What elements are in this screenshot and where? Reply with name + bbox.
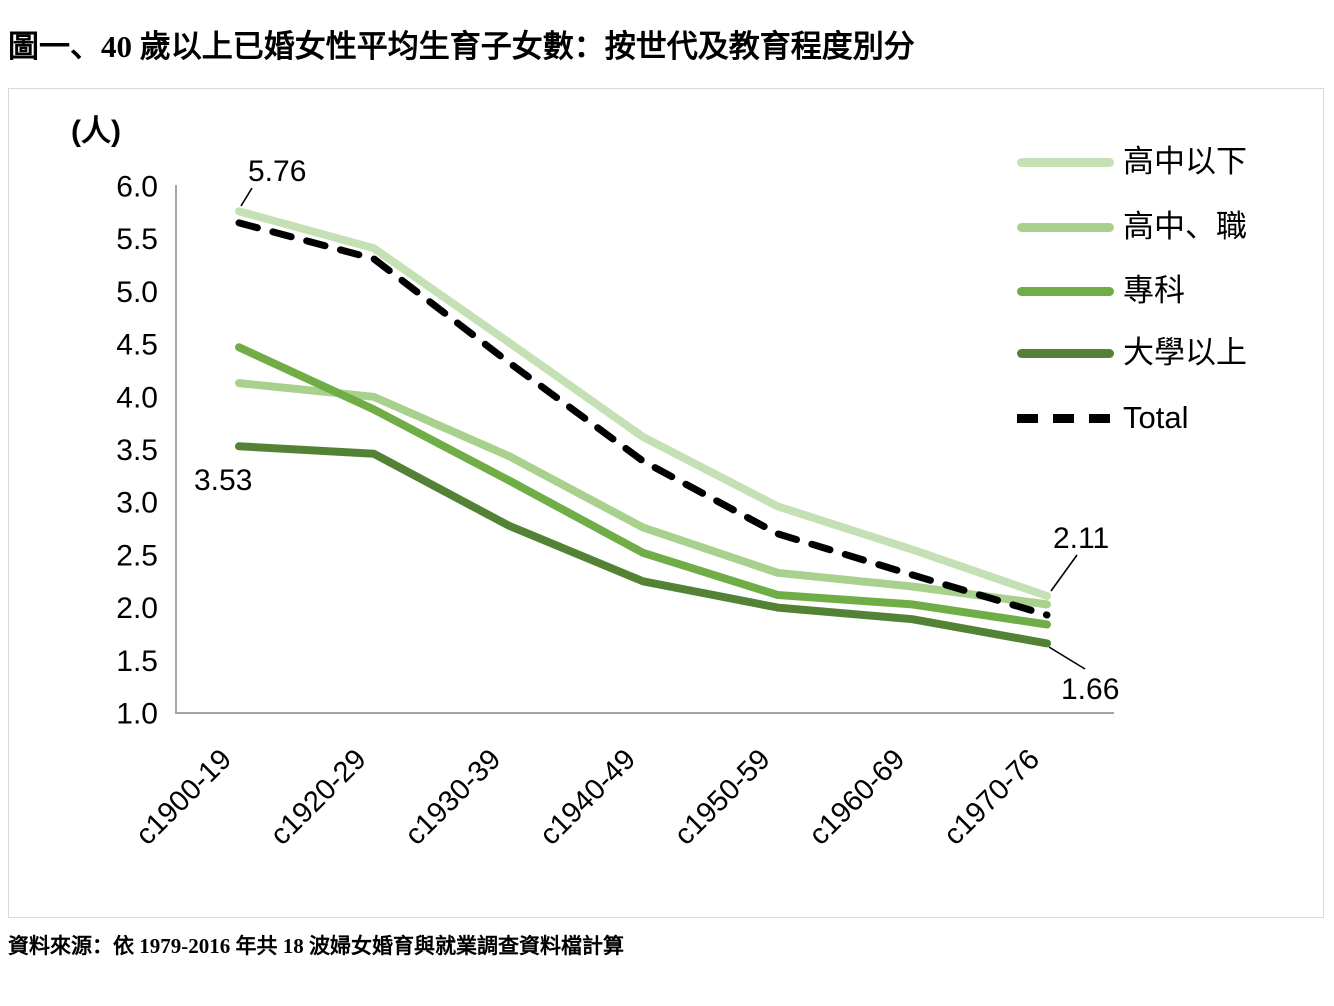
source-note: 資料來源：依 1979-2016 年共 18 波婦女婚育與就業調查資料檔計算 [8,934,624,958]
data-label-3.53: 3.53 [194,464,252,497]
line-專科 [235,343,1051,629]
x-axis-tick-labels: c1900-19 c1920-29 c1930-39 c1940-49 c1950-59… [130,743,1046,851]
y-tick-label: 4.0 [116,381,158,414]
x-tick-label: c1960-69 [803,743,911,851]
y-tick-label: 5.5 [116,223,158,256]
annotation-leader-line [1050,554,1078,592]
legend-swatch-icon [1017,413,1114,423]
data-label-1.66: 1.66 [1061,673,1119,706]
line-大學以上 [235,442,1051,648]
legend-label: 高中、職 [1123,209,1247,244]
data-label-annotations: 5.76 3.53 2.11 1.66 [194,155,1119,706]
legend-item-Total: Total [1017,396,1188,440]
y-tick-label: 1.0 [116,698,158,731]
y-tick-label: 3.0 [116,487,158,520]
legend-label: 專科 [1123,273,1185,308]
legend-swatch-icon [1017,286,1114,296]
y-tick-label: 6.0 [116,171,158,204]
legend-item-專科: 專科 [1017,269,1185,313]
y-tick-label: 5.0 [116,276,158,309]
x-tick-label: c1950-59 [669,743,777,851]
legend-item-高中以下: 高中以下 [1017,140,1247,184]
x-tick-label: c1940-49 [534,743,642,851]
y-axis-tick-labels: 6.0 5.5 5.0 4.5 4.0 3.5 3.0 2.5 2.0 1.5 1.0 [116,171,158,731]
plot: (人) 6.0 5.5 5.0 4.5 4.0 3.5 3.0 2.5 2.0 1.5 1.0 c1… [71,115,1119,851]
x-tick-label: c1930-39 [399,743,507,851]
y-tick-label: 3.5 [116,434,158,467]
y-tick-label: 4.5 [116,329,158,362]
y-axis-unit-label: (人) [71,115,121,148]
y-tick-label: 2.5 [116,539,158,572]
y-tick-label: 1.5 [116,645,158,678]
legend-label: 高中以下 [1123,144,1247,179]
legend-label: 大學以上 [1123,335,1247,370]
data-label-2.11: 2.11 [1053,522,1109,555]
legend-swatch-icon [1017,157,1114,167]
data-lines [235,207,1051,648]
data-label-5.76: 5.76 [248,155,306,188]
x-tick-label: c1970-76 [938,743,1046,851]
x-tick-label: c1920-29 [265,743,373,851]
chart-title: 圖一、40 歲以上已婚女性平均生育子女數：按世代及教育程度別分 [8,29,915,64]
legend-item-高中、職: 高中、職 [1017,205,1247,249]
legend-swatch-icon [1017,222,1114,232]
x-tick-label: c1900-19 [130,743,238,851]
legend-item-大學以上: 大學以上 [1017,331,1247,375]
line-Total [235,219,1051,619]
legend-swatch-icon [1017,348,1114,358]
line-高中、職 [235,379,1051,609]
y-tick-label: 2.0 [116,592,158,625]
annotation-leader-line [240,187,253,207]
annotation-leader-line [1048,646,1086,670]
legend-label: Total [1123,400,1189,435]
line-高中以下 [235,207,1051,600]
